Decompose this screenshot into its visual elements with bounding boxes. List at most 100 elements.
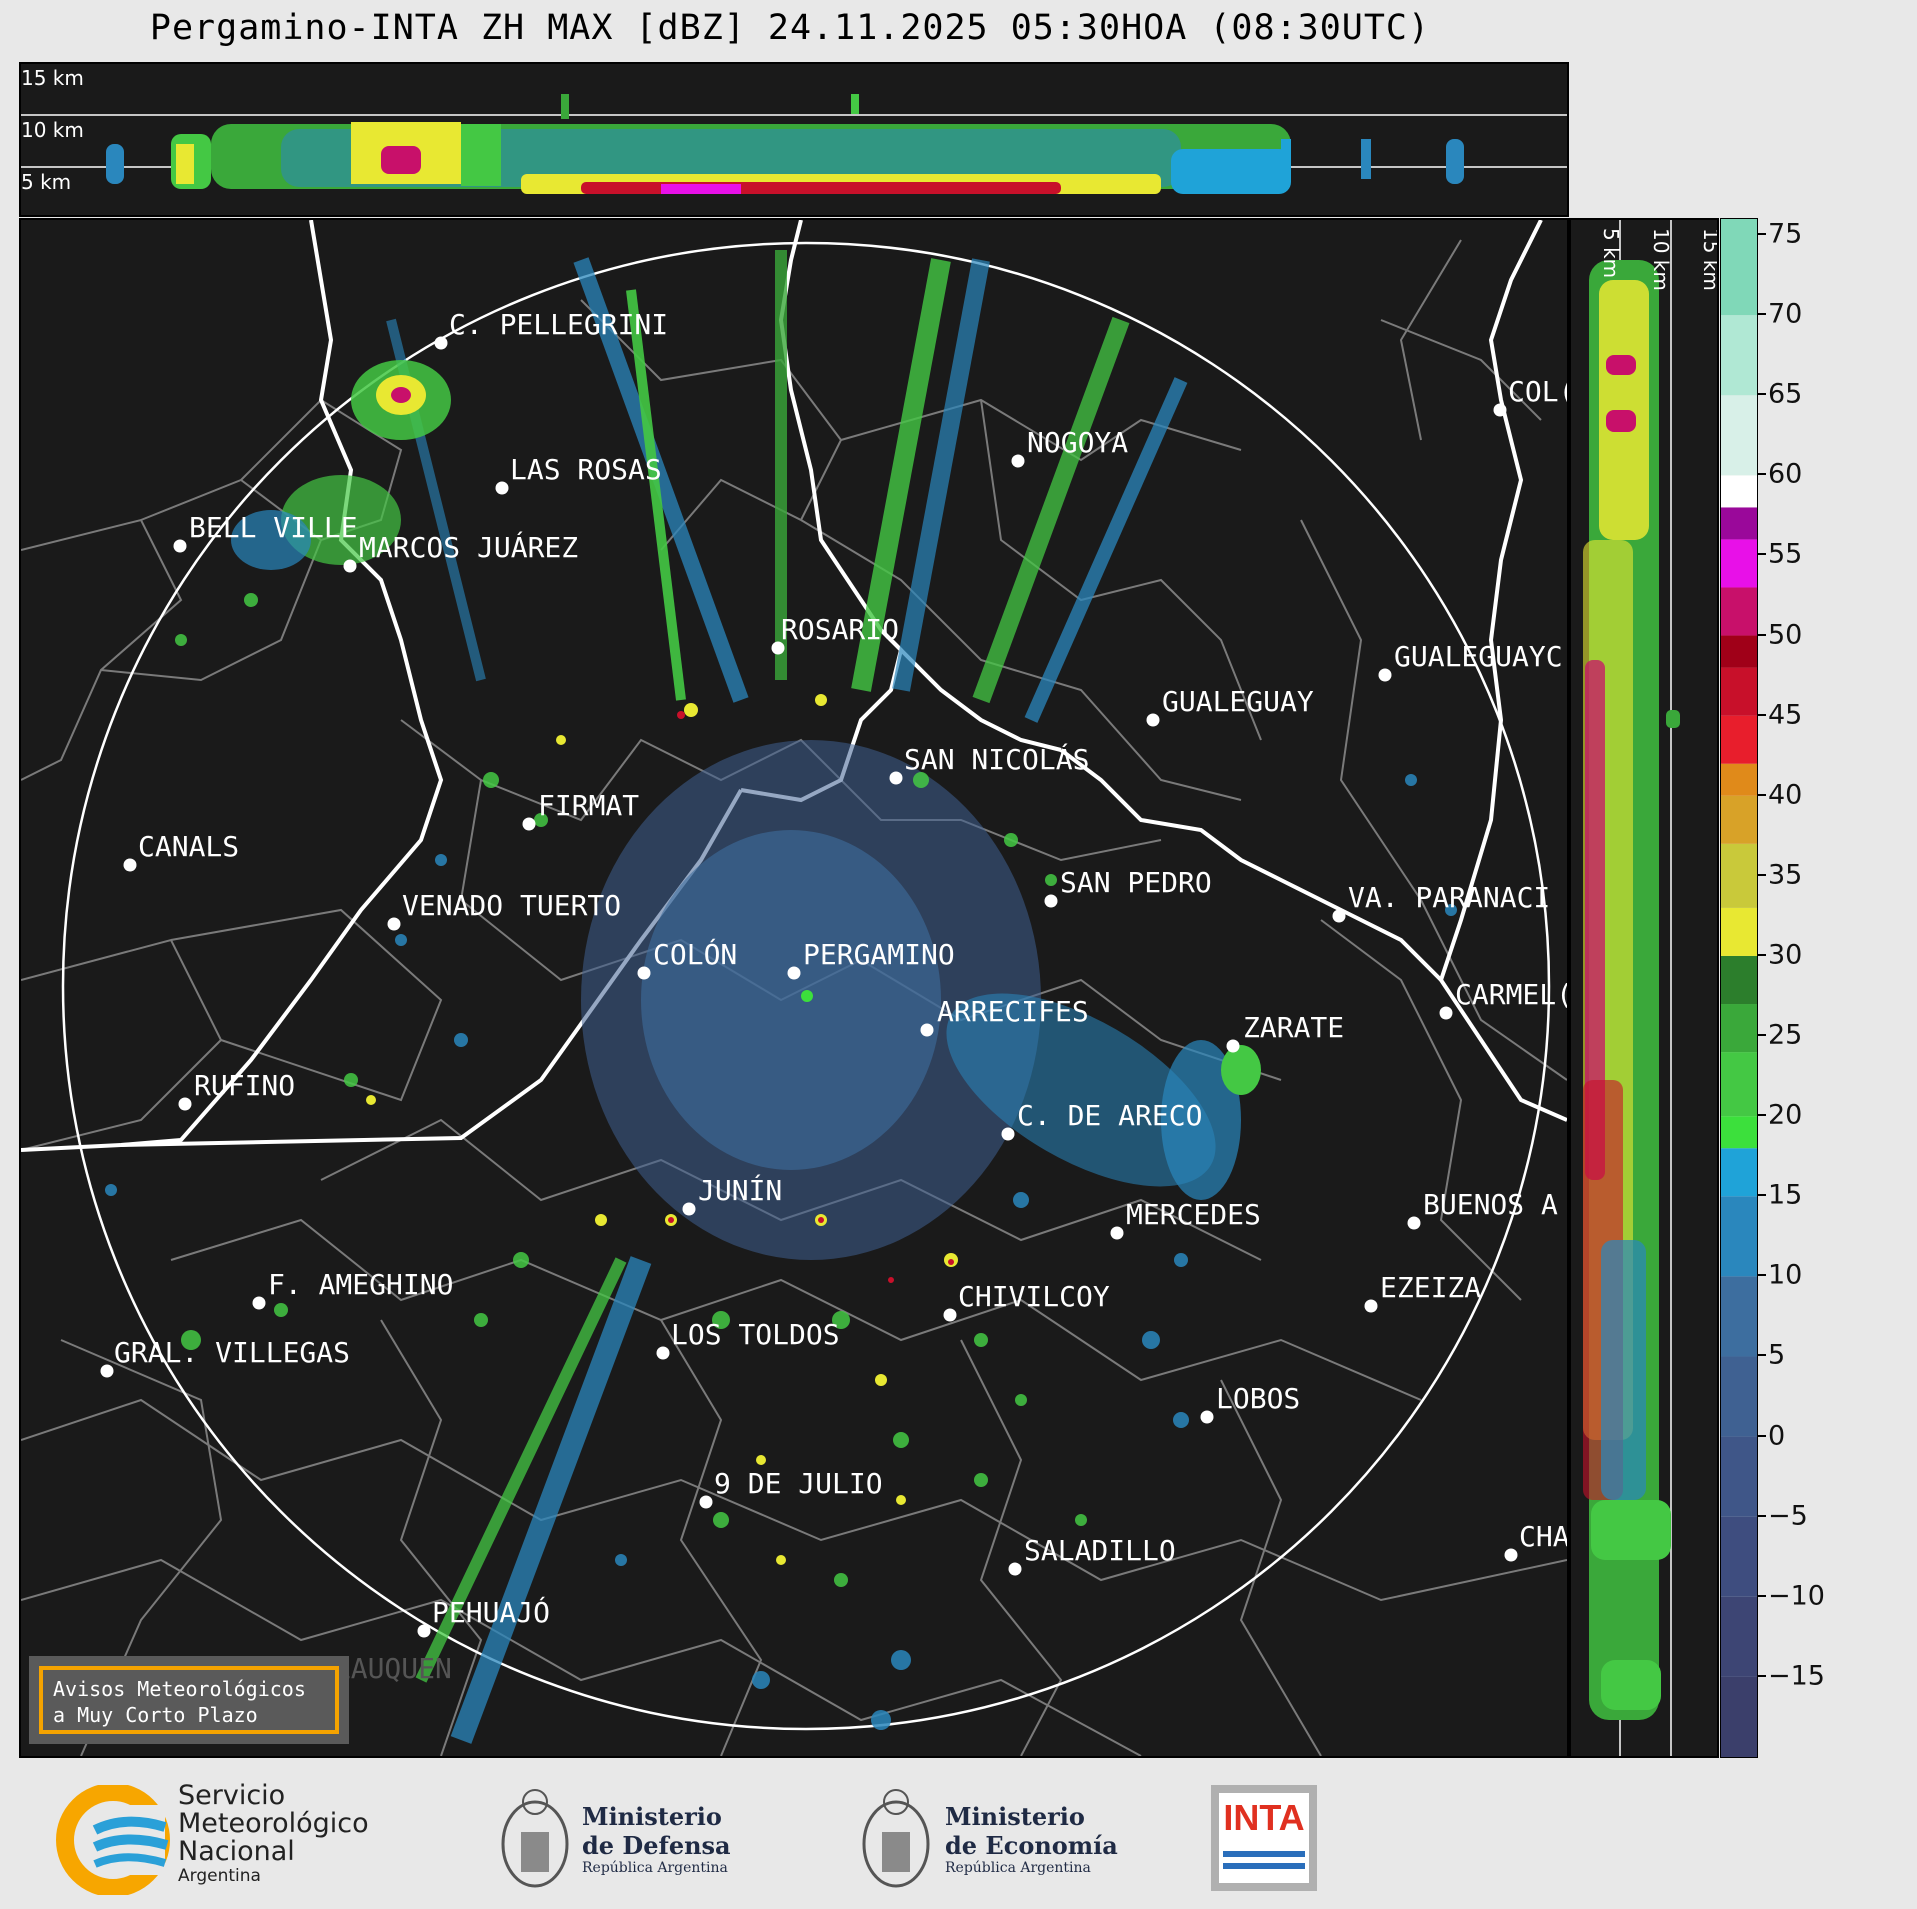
- radar-map-graphic: [21, 220, 1567, 1756]
- city-label-las-rosas: LAS ROSAS: [510, 453, 662, 486]
- colorbar-tick-label: 45: [1768, 699, 1803, 731]
- city-marker: [682, 1202, 696, 1216]
- city-marker: [1001, 1127, 1015, 1141]
- city-label-bell-ville: BELL VILLE: [189, 511, 358, 544]
- city-label-zarate: ZARATE: [1243, 1011, 1345, 1044]
- radar-map: C. PELLEGRINI LAS ROSAS BELL VILLE MARCO…: [19, 218, 1569, 1758]
- city-label-9-de-julio: 9 DE JULIO: [714, 1467, 883, 1500]
- top-height-label-5km: 5 km: [21, 170, 72, 194]
- smn-line-4: Argentina: [178, 1866, 261, 1886]
- inta-logo-text: INTA: [1223, 1797, 1305, 1838]
- colorbar-segment: [1721, 395, 1757, 476]
- range-ring: [61, 241, 1551, 1731]
- colorbar-tick: [1758, 1114, 1766, 1117]
- smn-line-1: Servicio: [178, 1780, 286, 1811]
- colorbar-segment: [1721, 1116, 1757, 1149]
- city-label-rufino: RUFINO: [194, 1069, 296, 1102]
- city-label-gualeguaychu: GUALEGUAYC: [1394, 640, 1563, 673]
- colorbar-segment: [1721, 1676, 1757, 1757]
- colorbar-gradient: [1721, 219, 1757, 1757]
- colorbar-segment: [1721, 667, 1757, 716]
- economia-line-1: Ministerio: [945, 1802, 1085, 1831]
- colorbar-tick: [1758, 1674, 1766, 1677]
- colorbar-tick: [1758, 1354, 1766, 1357]
- city-label-colon-er: COL(: [1508, 375, 1569, 408]
- city-marker: [943, 1308, 957, 1322]
- city-marker: [1364, 1299, 1378, 1313]
- city-label-ezeiza: EZEIZA: [1380, 1271, 1482, 1304]
- city-label-colon: COLÓN: [653, 938, 738, 971]
- colorbar-segment: [1721, 1052, 1757, 1117]
- colorbar-tick: [1758, 1594, 1766, 1597]
- city-marker: [100, 1364, 114, 1378]
- colorbar-tick: [1758, 233, 1766, 236]
- colorbar-segment: [1721, 715, 1757, 764]
- city-label-los-toldos: LOS TOLDOS: [671, 1318, 840, 1351]
- colorbar-segment: [1721, 635, 1757, 668]
- city-marker: [637, 966, 651, 980]
- defensa-line-1: Ministerio: [582, 1802, 722, 1831]
- colorbar-tick: [1758, 1434, 1766, 1437]
- colorbar-tick: [1758, 553, 1766, 556]
- city-marker: [1226, 1039, 1240, 1053]
- city-label-san-nicolas: SAN NICOLÁS: [904, 743, 1090, 776]
- colorbar-segment: [1721, 1516, 1757, 1597]
- city-label-gral-villegas: GRAL. VILLEGAS: [114, 1336, 351, 1369]
- city-label-rosario: ROSARIO: [781, 613, 900, 646]
- city-marker: [1378, 668, 1392, 682]
- city-marker: [1110, 1226, 1124, 1240]
- city-label-carmelo: CARMEL(: [1455, 978, 1569, 1011]
- smn-logo-text: Servicio Meteorológico Nacional Argentin…: [178, 1780, 369, 1887]
- city-marker: [387, 917, 401, 931]
- economia-line-3: República Argentina: [945, 1860, 1091, 1876]
- notice-line-1: Avisos Meteorológicos: [53, 1677, 306, 1701]
- side-height-label-10km: 10 km: [1649, 228, 1673, 291]
- radar-echoes: [105, 250, 1457, 1744]
- defensa-seal-icon: [501, 1789, 569, 1888]
- top-height-label-15km: 15 km: [21, 66, 84, 90]
- colorbar-segment: [1721, 843, 1757, 908]
- colorbar-tick-label: 20: [1768, 1099, 1803, 1131]
- economia-logo-text: Ministerio de Economía República Argenti…: [945, 1802, 1118, 1876]
- city-marker: [1011, 454, 1025, 468]
- city-label-c-de-areco: C. DE ARECO: [1017, 1099, 1203, 1132]
- colorbar-tick: [1758, 713, 1766, 716]
- colorbar-segment: [1721, 795, 1757, 844]
- colorbar-tick: [1758, 793, 1766, 796]
- defensa-line-3: República Argentina: [582, 1860, 728, 1876]
- city-marker: [1504, 1548, 1518, 1562]
- colorbar-segment: [1721, 539, 1757, 588]
- colorbar-tick: [1758, 1034, 1766, 1037]
- colorbar-tick-label: 0: [1768, 1420, 1786, 1452]
- city-marker: [1200, 1410, 1214, 1424]
- colorbar-tick-label: 5: [1768, 1339, 1786, 1371]
- city-marker: [771, 641, 785, 655]
- city-marker: [787, 966, 801, 980]
- city-marker: [1439, 1006, 1453, 1020]
- colorbar-segment: [1721, 507, 1757, 540]
- colorbar-segment: [1721, 587, 1757, 636]
- city-label-junin: JUNÍN: [698, 1174, 783, 1207]
- inta-logo-frame: INTA: [1219, 1793, 1309, 1883]
- top-height-label-10km: 10 km: [21, 118, 84, 142]
- smn-line-2: Meteorológico: [178, 1808, 369, 1839]
- city-label-va-paranacito: VA. PARANACI: [1348, 881, 1551, 914]
- city-label-marcos-juarez: MARCOS JUÁREZ: [359, 531, 579, 564]
- colorbar-segment: [1721, 1148, 1757, 1197]
- notice-box[interactable]: Avisos Meteorológicos a Muy Corto Plazo: [29, 1656, 349, 1744]
- city-marker: [522, 817, 536, 831]
- city-label-c-pellegrini: C. PELLEGRINI: [449, 308, 669, 341]
- colorbar-tick-label: 70: [1768, 298, 1803, 330]
- colorbar-tick-label: −15: [1768, 1660, 1825, 1692]
- city-label-buenos-aires: BUENOS A: [1423, 1188, 1558, 1221]
- city-label-canals: CANALS: [138, 830, 240, 863]
- city-marker: [1407, 1216, 1421, 1230]
- colorbar-tick: [1758, 313, 1766, 316]
- city-marker: [252, 1296, 266, 1310]
- city-label-gualeguay: GUALEGUAY: [1162, 685, 1314, 718]
- colorbar-tick-label: 25: [1768, 1019, 1803, 1051]
- colorbar-segment: [1721, 955, 1757, 1005]
- colorbar-segment: [1721, 907, 1757, 956]
- side-height-label-5km: 5 km: [1599, 228, 1623, 279]
- colorbar-segment: [1721, 1436, 1757, 1517]
